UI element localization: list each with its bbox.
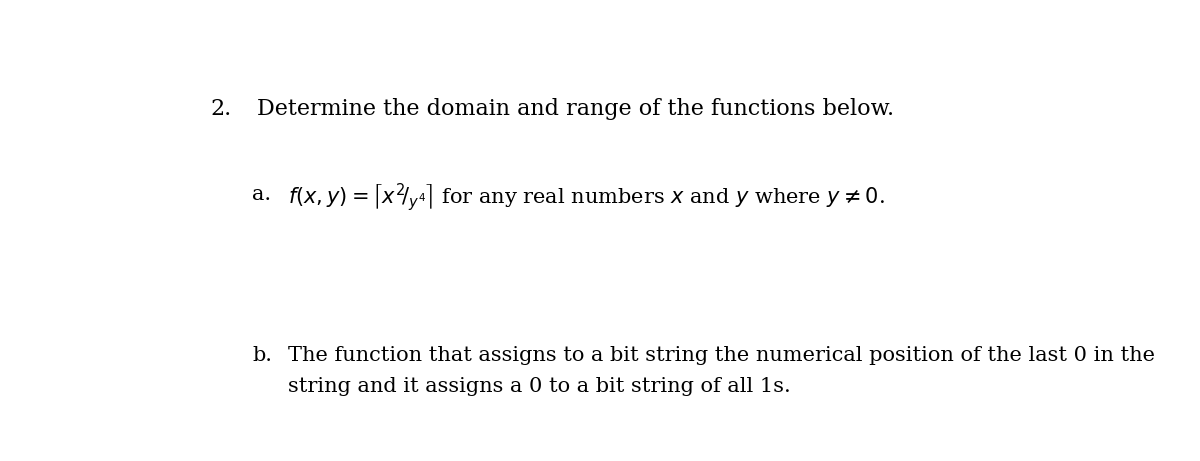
Text: Determine the domain and range of the functions below.: Determine the domain and range of the fu…: [257, 98, 894, 120]
Text: a.: a.: [252, 185, 271, 204]
Text: 2.: 2.: [210, 98, 232, 120]
Text: string and it assigns a 0 to a bit string of all 1s.: string and it assigns a 0 to a bit strin…: [288, 377, 791, 396]
Text: $f(x, y) = \left\lceil x^2\!/_{y^4} \right\rceil$ for any real numbers $x$ and $: $f(x, y) = \left\lceil x^2\!/_{y^4} \rig…: [288, 181, 884, 213]
Text: b.: b.: [252, 346, 272, 366]
Text: The function that assigns to a bit string the numerical position of the last 0 i: The function that assigns to a bit strin…: [288, 346, 1154, 366]
